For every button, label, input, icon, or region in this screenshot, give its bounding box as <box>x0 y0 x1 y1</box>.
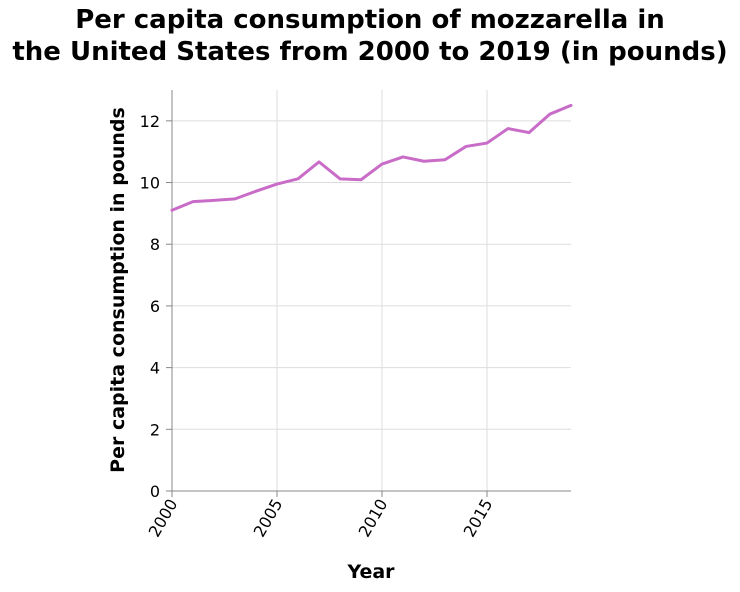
y-tick-label: 2 <box>150 420 160 439</box>
chart-title: Per capita consumption of mozzarella in … <box>0 4 740 68</box>
x-axis-title: Year <box>346 561 395 583</box>
chart-title-line-2: the United States from 2000 to 2019 (in … <box>12 37 728 67</box>
y-axis-title: Per capita consumption in pounds <box>107 107 129 473</box>
y-tick-label: 6 <box>150 297 160 316</box>
ticks: 0 2 4 6 8 10 12 2000 2005 2010 2015 <box>140 112 497 540</box>
axes <box>171 90 571 492</box>
y-tick-label: 12 <box>140 112 160 131</box>
series-line <box>170 103 573 212</box>
x-tick-label: 2010 <box>355 496 392 541</box>
grid <box>171 90 571 492</box>
chart-title-line-1: Per capita consumption of mozzarella in <box>75 5 665 35</box>
x-tick-label: 2015 <box>460 496 497 541</box>
y-tick-label: 8 <box>150 235 160 254</box>
y-tick-label: 4 <box>150 359 160 378</box>
series-group <box>170 103 573 212</box>
x-tick-label: 2000 <box>145 496 182 541</box>
y-tick-label: 10 <box>140 174 160 193</box>
x-tick-label: 2005 <box>250 496 287 541</box>
y-tick-label: 0 <box>150 482 160 501</box>
